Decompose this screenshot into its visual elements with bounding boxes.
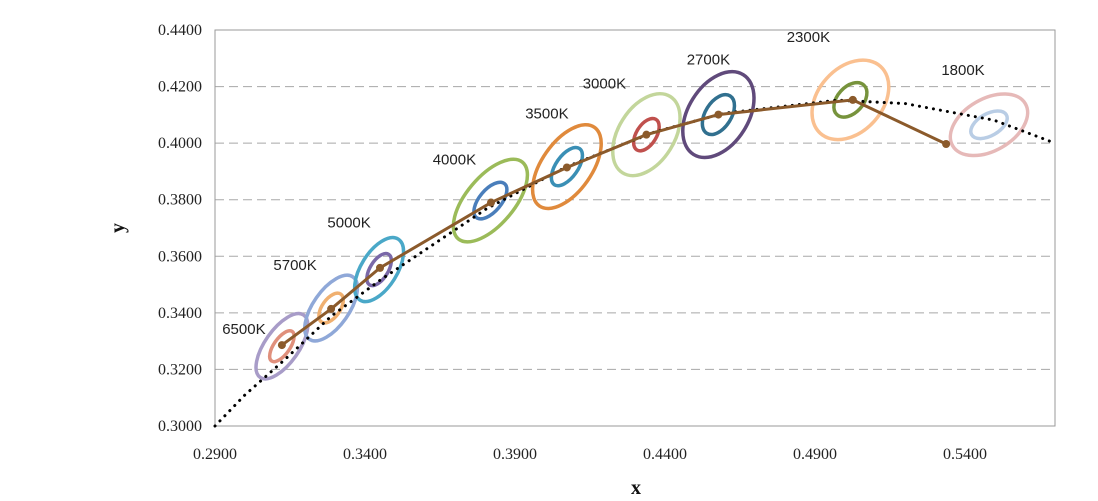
x-axis-label: x: [631, 477, 641, 499]
cct-label: 5700K: [273, 257, 316, 274]
ellipse-group-3500k: 3500K: [525, 106, 603, 211]
cct-label: 5000K: [327, 215, 370, 232]
y-tick-label: 0.3000: [158, 418, 202, 435]
inner-ellipse: [267, 329, 296, 364]
measured-point: [487, 198, 495, 207]
ellipse-group-3000k: 3000K: [583, 76, 682, 178]
ellipse-group-2700k: 2700K: [681, 52, 756, 160]
outer-ellipse: [948, 92, 1030, 158]
inner-ellipse: [365, 251, 394, 288]
x-tick-label: 0.3900: [493, 446, 537, 463]
y-tick-label: 0.3400: [158, 305, 202, 322]
inner-ellipse: [549, 145, 585, 188]
cct-label: 2300K: [787, 29, 830, 46]
outer-ellipse: [681, 69, 756, 160]
outer-ellipse: [810, 58, 891, 142]
y-tick-label: 0.4000: [158, 135, 202, 152]
ellipse-group-1800k: 1800K: [941, 62, 1030, 158]
outer-ellipse: [254, 311, 310, 381]
cct-label: 6500K: [222, 321, 265, 338]
ellipse-group-6500k: 6500K: [222, 311, 310, 381]
ellipse-group-4000k: 4000K: [433, 152, 530, 244]
measured-point: [642, 130, 651, 139]
cct-label: 3000K: [583, 76, 626, 93]
measured-point: [277, 341, 286, 350]
inner-ellipse: [969, 109, 1009, 141]
macadam-ellipses: 6500K 5700K 5000K 4000K 3500K 3000K 2700K 2300K…: [222, 29, 1030, 381]
x-tick-label: 0.4400: [643, 446, 687, 463]
inner-ellipse: [472, 180, 509, 221]
inner-ellipse: [832, 80, 869, 119]
x-tick-label: 0.4900: [793, 446, 837, 463]
outer-ellipse: [303, 273, 360, 343]
y-axis-label: y: [107, 223, 129, 233]
measured-point: [848, 95, 857, 104]
cct-label: 2700K: [687, 52, 730, 69]
cct-label: 3500K: [525, 106, 568, 123]
y-tick-label: 0.4400: [158, 22, 202, 39]
outer-ellipse: [530, 123, 603, 211]
measured-points: [277, 95, 951, 350]
measured-point: [562, 163, 571, 172]
ellipse-group-2300k: 2300K: [787, 29, 891, 142]
inner-ellipse: [631, 116, 661, 153]
outer-ellipse: [352, 235, 406, 304]
y-tick-label: 0.3200: [158, 361, 202, 378]
measured-point: [714, 110, 723, 119]
cct-label: 4000K: [433, 152, 476, 169]
x-tick-label: 0.3400: [343, 446, 387, 463]
ellipse-group-5700k: 5700K: [273, 257, 360, 343]
outer-ellipse: [610, 91, 682, 178]
measured-point: [327, 304, 336, 313]
cct-label: 1800K: [941, 62, 984, 79]
y-tick-label: 0.3800: [158, 192, 202, 209]
x-axis-ticks: 0.2900 0.3400 0.3900 0.4400 0.4900 0.5400: [193, 446, 987, 463]
inner-ellipse: [317, 291, 346, 325]
plot-border: [214, 29, 1056, 427]
y-tick-label: 0.4200: [158, 79, 202, 96]
measured-point: [942, 139, 951, 148]
ellipse-group-5000k: 5000K: [327, 215, 406, 304]
x-tick-label: 0.2900: [193, 446, 237, 463]
y-axis-ticks: 0.3000 0.3200 0.3400 0.3600 0.3800 0.4000 0.42…: [158, 22, 202, 435]
inner-ellipse: [700, 92, 737, 137]
x-tick-label: 0.5400: [943, 446, 987, 463]
outer-ellipse: [451, 157, 530, 244]
y-tick-label: 0.3600: [158, 248, 202, 265]
measured-point: [376, 263, 384, 272]
